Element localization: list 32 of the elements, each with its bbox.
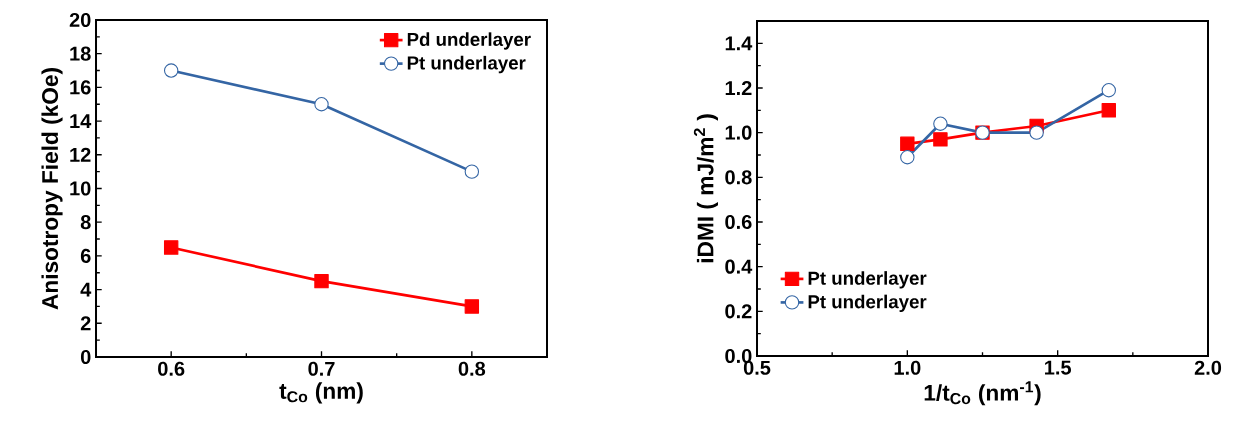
y-tick-label: 1.0	[725, 125, 752, 140]
y-tick-label: 0.4	[725, 259, 753, 274]
legend-label: Pt underlayer	[407, 55, 526, 74]
y-tick-label: 0.8	[725, 170, 752, 185]
y-axis-title: Anisotropy Field (kOe)	[41, 68, 63, 310]
y-tick-label: 0.2	[725, 304, 752, 319]
y-axis-title: iDMI ( mJ/m$^{2}$ )	[693, 114, 719, 263]
y-tick-label: 4	[80, 282, 92, 297]
y-tick-label: 6	[80, 248, 91, 263]
x-tick-label: 2.0	[1194, 360, 1222, 375]
y-tick-label: 14	[70, 114, 92, 128]
legend-label: Pt underlayer	[808, 294, 927, 313]
y-tick-label: 1.2	[725, 81, 752, 95]
y-tick-label: 20	[69, 12, 91, 28]
y-tick-label: 16	[70, 80, 91, 95]
x-tick-label: 1.5	[1045, 360, 1072, 375]
y-tick-label: 0	[80, 349, 91, 365]
y-tick-label: 12	[70, 147, 91, 162]
legend-label: Pt underlayer	[808, 271, 927, 289]
y-tick-label: 8	[80, 215, 91, 230]
x-tick-label: 0.8	[458, 361, 486, 376]
x-tick-label: 0.7	[308, 361, 335, 376]
y-tick-label: 18	[70, 46, 91, 61]
legend-label: Pd underlayer	[407, 32, 531, 50]
y-tick-label: 10	[70, 181, 91, 196]
x-axis-title: 1/t$_{Co}$ (nm$^{-1}$)	[924, 381, 1041, 406]
x-tick-label: 1.0	[894, 360, 921, 375]
y-tick-label: 1.4	[725, 36, 753, 51]
y-tick-label: 0.6	[725, 214, 752, 230]
x-tick-label: 0.6	[158, 361, 185, 376]
x-axis-title: t$_{Co}$ (nm)	[279, 382, 363, 404]
y-tick-label: 2	[80, 316, 91, 331]
